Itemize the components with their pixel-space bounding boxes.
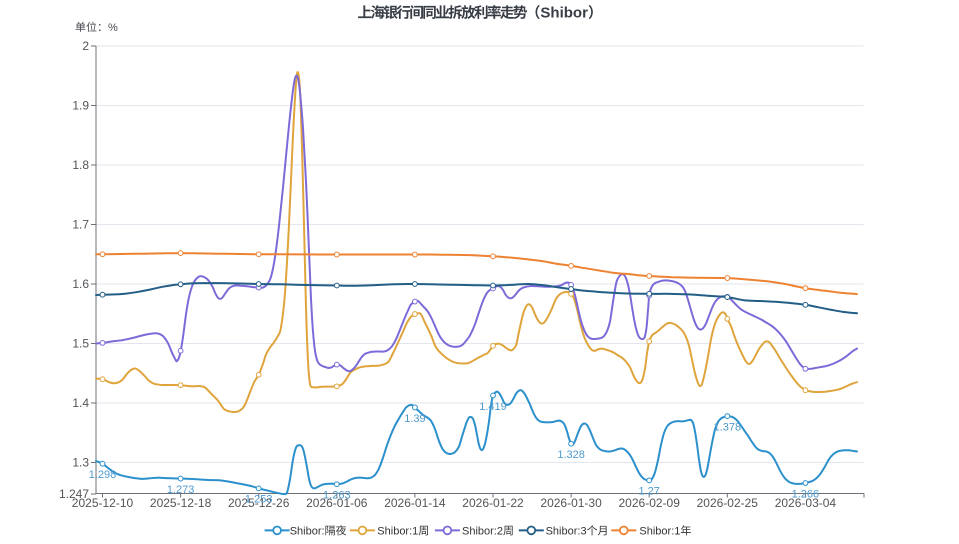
svg-text:2025-12-18: 2025-12-18: [150, 496, 212, 510]
svg-text:1.328: 1.328: [557, 449, 585, 461]
svg-text:Shibor:: Shibor:: [290, 526, 325, 538]
svg-text:1.4: 1.4: [72, 396, 89, 410]
svg-text:1.298: 1.298: [89, 469, 117, 481]
svg-text:1.378: 1.378: [714, 421, 742, 433]
svg-text:2026-02-09: 2026-02-09: [619, 496, 681, 510]
svg-text:1.39: 1.39: [404, 413, 425, 425]
svg-text:1.263: 1.263: [323, 490, 351, 502]
svg-text:1.253: 1.253: [245, 494, 273, 506]
svg-text:1.266: 1.266: [792, 488, 820, 500]
svg-text:2025-12-26: 2025-12-26: [228, 496, 290, 510]
svg-text:2026-01-06: 2026-01-06: [306, 496, 368, 510]
svg-text:Shibor:1: Shibor:1: [639, 526, 680, 538]
svg-text:2026-03-04: 2026-03-04: [775, 496, 837, 510]
svg-text:Shibor: Shibor: [540, 5, 588, 22]
svg-text:2026-01-30: 2026-01-30: [540, 496, 602, 510]
svg-text:1.27: 1.27: [638, 486, 659, 498]
svg-text:1.7: 1.7: [72, 218, 89, 232]
svg-text:Shibor:3: Shibor:3: [546, 526, 587, 538]
svg-text:1.273: 1.273: [167, 484, 195, 496]
svg-text:1.6: 1.6: [72, 277, 89, 291]
svg-text:Shibor:2: Shibor:2: [462, 526, 503, 538]
svg-text:2026-01-14: 2026-01-14: [384, 496, 446, 510]
svg-text:2: 2: [82, 39, 89, 53]
svg-text:1.3: 1.3: [72, 456, 89, 470]
svg-text:Shibor:1: Shibor:1: [377, 526, 418, 538]
svg-text:1.5: 1.5: [72, 337, 89, 351]
svg-text:2026-02-25: 2026-02-25: [697, 496, 759, 510]
svg-text:1.8: 1.8: [72, 158, 89, 172]
svg-text:1.9: 1.9: [72, 99, 89, 113]
svg-text:2026-01-22: 2026-01-22: [462, 496, 524, 510]
svg-text:%: %: [108, 22, 118, 34]
svg-text:1.247: 1.247: [59, 487, 89, 501]
svg-text:1.419: 1.419: [479, 401, 507, 413]
svg-text:2025-12-10: 2025-12-10: [72, 496, 134, 510]
